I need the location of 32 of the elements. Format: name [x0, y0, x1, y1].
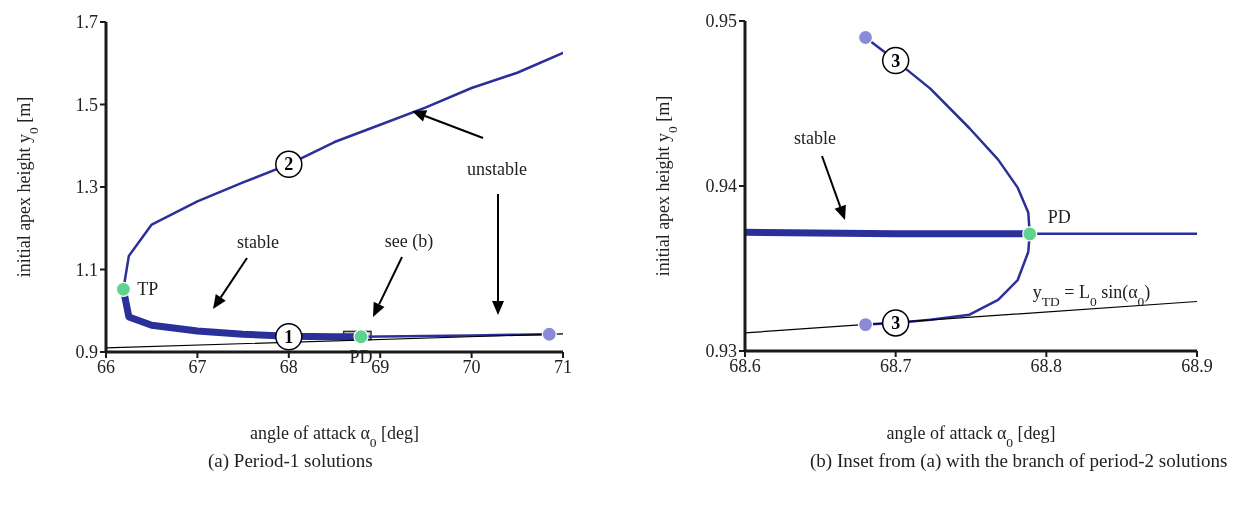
annotation: 1: [284, 326, 294, 347]
y-tick-label: 0.95: [705, 11, 737, 32]
annotation: y$_{TD}$ = L$_{0}$ sin(α$_{0}$): [1032, 282, 1151, 309]
annotation: PD: [349, 346, 373, 367]
annotation: unstable: [467, 159, 527, 179]
y-tick-label: 0.94: [705, 176, 737, 197]
y-tick-label: 0.9: [75, 342, 98, 363]
annotation: stable: [237, 232, 279, 252]
y-tick-label: 1.5: [75, 94, 98, 115]
x-tick-label: 69: [371, 356, 390, 377]
text: (a) Period-1 solutions: [207, 449, 374, 473]
text: (b) Inset from (a) with the branch of period-2 solutions: [809, 449, 1229, 473]
x-tick-label: 67: [188, 356, 207, 377]
x-axis-title: angle of attack α$_{0}$ [deg]: [249, 423, 420, 450]
x-tick-label: 68.9: [1181, 355, 1213, 376]
annotation: see (b): [384, 231, 434, 252]
x-axis-title: angle of attack α$_{0}$ [deg]: [886, 423, 1056, 450]
x-tick-label: 68.7: [879, 355, 912, 376]
y-tick-label: 1.7: [75, 12, 98, 33]
x-tick-label: 66: [97, 356, 115, 377]
y-tick-label: 1.3: [75, 177, 98, 198]
x-tick-label: 68: [279, 356, 298, 377]
annotation: TP: [137, 279, 159, 300]
x-tick-label: 71: [554, 356, 572, 377]
annotation: 3: [891, 312, 901, 333]
annotation: PD: [1047, 206, 1071, 227]
y-tick-label: 1.1: [75, 259, 98, 280]
annotation: stable: [794, 128, 836, 148]
x-tick-label: 68.8: [1030, 355, 1063, 376]
annotation: 3: [891, 50, 901, 71]
x-tick-label: 70: [462, 356, 481, 377]
annotation: 2: [284, 154, 294, 175]
